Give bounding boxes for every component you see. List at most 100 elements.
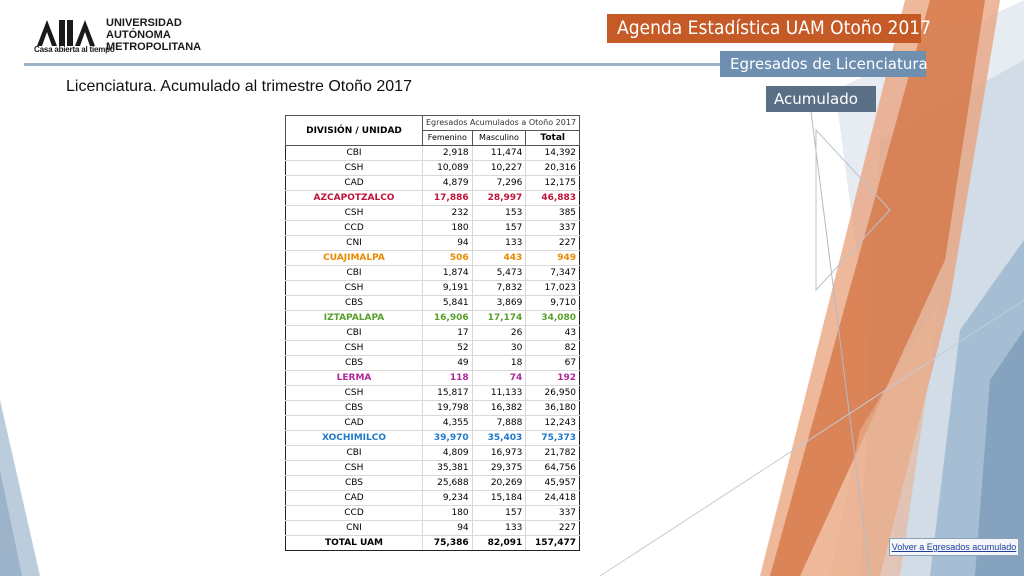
unit-cell: CSH (285, 280, 423, 296)
female-cell: 49 (422, 355, 473, 371)
total-cell: 75,373 (525, 430, 581, 446)
female-cell: 4,879 (422, 175, 473, 191)
unit-cell: CCD (285, 505, 423, 521)
female-cell: 4,809 (422, 445, 473, 461)
male-cell: 11,133 (471, 385, 527, 401)
table-row: CBS 49 18 67 (285, 355, 581, 371)
table-row: CCD 180 157 337 (285, 505, 581, 521)
male-cell: 17,174 (471, 310, 527, 326)
male-cell: 443 (471, 250, 527, 266)
table-row: CAD 9,234 15,184 24,418 (285, 490, 581, 506)
total-cell: 43 (525, 325, 581, 341)
male-cell: 157 (471, 220, 527, 236)
table-row: CSH 10,089 10,227 20,316 (285, 160, 581, 176)
group-column-header: Egresados Acumulados a Otoño 2017 (421, 115, 581, 131)
total-column-header: Total (525, 130, 581, 146)
back-to-graduates-link[interactable]: Volver a Egresados acumulado (889, 538, 1019, 556)
table-row: CSH 9,191 7,832 17,023 (285, 280, 581, 296)
unit-cell: CUAJIMALPA (285, 250, 423, 266)
unit-cell: LERMA (285, 370, 423, 386)
unit-cell: CBS (285, 355, 423, 371)
total-cell: 227 (525, 520, 581, 536)
unit-cell: CBS (285, 295, 423, 311)
header-rule (24, 63, 724, 66)
male-cell: 29,375 (471, 460, 527, 476)
female-cell: 506 (422, 250, 473, 266)
table-row: CAD 4,355 7,888 12,243 (285, 415, 581, 431)
female-cell: 35,381 (422, 460, 473, 476)
section-banner: Egresados de Licenciatura (720, 51, 928, 77)
total-cell: 17,023 (525, 280, 581, 296)
total-cell: 385 (525, 205, 581, 221)
female-cell: 180 (422, 505, 473, 521)
unit-cell: CBI (285, 145, 423, 161)
female-cell: 5,841 (422, 295, 473, 311)
total-cell: 12,243 (525, 415, 581, 431)
male-cell: 11,474 (471, 145, 527, 161)
total-cell: 36,180 (525, 400, 581, 416)
female-cell: 9,191 (422, 280, 473, 296)
female-cell: 39,970 (422, 430, 473, 446)
male-cell: 28,997 (471, 190, 527, 206)
table-row: CNI 94 133 227 (285, 520, 581, 536)
female-cell: 25,688 (422, 475, 473, 491)
unit-cell: CNI (285, 520, 423, 536)
unit-cell: XOCHIMILCO (285, 430, 423, 446)
logo-line-1: UNIVERSIDAD (106, 17, 182, 29)
male-cell: 35,403 (471, 430, 527, 446)
male-cell: 15,184 (471, 490, 527, 506)
unit-cell: CBS (285, 475, 423, 491)
table-body: CBI 2,918 11,474 14,392 CSH 10,089 10,227 20,31… (285, 145, 581, 551)
table-row: CBS 5,841 3,869 9,710 (285, 295, 581, 311)
total-female-cell: 75,386 (422, 535, 473, 551)
female-cell: 10,089 (422, 160, 473, 176)
male-cell: 133 (471, 235, 527, 251)
total-cell: 9,710 (525, 295, 581, 311)
male-cell: 20,269 (471, 475, 527, 491)
female-cell: 118 (422, 370, 473, 386)
unit-cell: CBS (285, 400, 423, 416)
female-cell: 19,798 (422, 400, 473, 416)
total-cell: 24,418 (525, 490, 581, 506)
unit-cell: CBI (285, 325, 423, 341)
table-row: CBI 2,918 11,474 14,392 (285, 145, 581, 161)
table-row: CNI 94 133 227 (285, 235, 581, 251)
total-cell: 67 (525, 355, 581, 371)
female-cell: 232 (422, 205, 473, 221)
total-cell: 34,080 (525, 310, 581, 326)
main-title-banner: Agenda Estadística UAM Otoño 2017 (607, 14, 931, 43)
unit-cell: CNI (285, 235, 423, 251)
unit-cell: CSH (285, 460, 423, 476)
table-row: CBI 4,809 16,973 21,782 (285, 445, 581, 461)
unit-cell: IZTAPALAPA (285, 310, 423, 326)
logo-name: UNIVERSIDAD AUTÓNOMA METROPOLITANA (106, 17, 201, 53)
male-cell: 157 (471, 505, 527, 521)
total-cell: 7,347 (525, 265, 581, 281)
male-cell: 133 (471, 520, 527, 536)
female-cell: 180 (422, 220, 473, 236)
unit-cell: CAD (285, 490, 423, 506)
table-row: CBI 1,874 5,473 7,347 (285, 265, 581, 281)
total-cell: 337 (525, 505, 581, 521)
female-cell: 1,874 (422, 265, 473, 281)
total-cell: 45,957 (525, 475, 581, 491)
total-label-cell: TOTAL UAM (285, 535, 423, 551)
female-cell: 16,906 (422, 310, 473, 326)
table-row: CSH 52 30 82 (285, 340, 581, 356)
male-cell: 153 (471, 205, 527, 221)
unit-cell: CAD (285, 415, 423, 431)
female-cell: 94 (422, 235, 473, 251)
male-cell: 5,473 (471, 265, 527, 281)
male-cell: 26 (471, 325, 527, 341)
total-cell: 12,175 (525, 175, 581, 191)
page-subtitle: Licenciatura. Acumulado al trimestre Oto… (66, 78, 412, 95)
uam-logo-mark (37, 20, 95, 46)
unit-cell: CSH (285, 385, 423, 401)
male-cell: 18 (471, 355, 527, 371)
total-cell: 337 (525, 220, 581, 236)
subsection-banner: Acumulado (766, 86, 876, 112)
subtotal-row: LERMA 118 74 192 (285, 370, 581, 386)
unit-cell: CCD (285, 220, 423, 236)
total-cell: 20,316 (525, 160, 581, 176)
subtotal-row: IZTAPALAPA 16,906 17,174 34,080 (285, 310, 581, 326)
